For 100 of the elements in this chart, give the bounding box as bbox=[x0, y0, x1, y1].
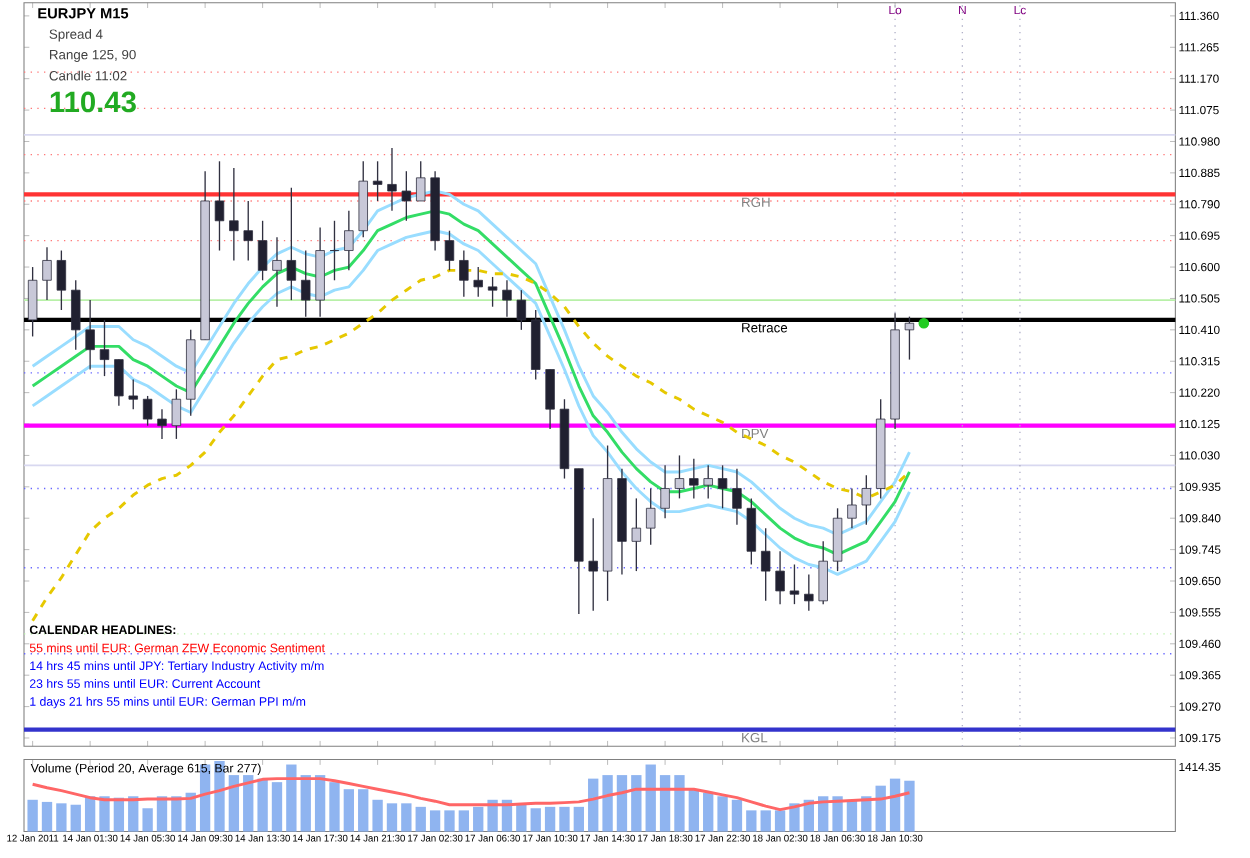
candlestick bbox=[818, 540, 828, 605]
candlestick bbox=[746, 497, 757, 566]
candlestick bbox=[473, 266, 483, 298]
bar bbox=[329, 782, 340, 832]
bar bbox=[56, 803, 67, 832]
bar bbox=[487, 799, 498, 832]
candlestick bbox=[502, 279, 512, 318]
bar bbox=[674, 775, 685, 832]
bar bbox=[70, 804, 81, 832]
bar bbox=[889, 778, 901, 832]
candlestick bbox=[257, 220, 268, 281]
candlestick bbox=[904, 315, 915, 361]
bar bbox=[300, 775, 311, 832]
bar bbox=[401, 803, 412, 832]
candlestick bbox=[214, 160, 225, 252]
bar bbox=[846, 799, 858, 832]
candlestick bbox=[717, 464, 728, 509]
bar bbox=[904, 780, 915, 832]
candlestick bbox=[760, 527, 771, 602]
bar bbox=[458, 810, 470, 832]
bar bbox=[731, 799, 743, 832]
bar bbox=[616, 775, 628, 832]
bar bbox=[286, 764, 297, 832]
candlestick bbox=[487, 276, 498, 308]
candlestick bbox=[243, 200, 253, 262]
bar bbox=[386, 803, 398, 832]
annotation: 110.43 bbox=[50, 91, 136, 113]
bar bbox=[84, 796, 96, 832]
bar bbox=[573, 806, 585, 832]
candlestick bbox=[775, 550, 785, 605]
candlestick bbox=[847, 487, 857, 529]
candlestick bbox=[387, 147, 397, 212]
candlestick bbox=[71, 279, 81, 351]
bar bbox=[99, 796, 110, 832]
candlestick bbox=[674, 454, 685, 499]
bar bbox=[343, 789, 355, 832]
bar bbox=[544, 806, 556, 832]
candlestick bbox=[272, 236, 282, 308]
candlestick bbox=[401, 170, 412, 222]
bar bbox=[631, 775, 642, 832]
bar bbox=[185, 792, 196, 832]
bar bbox=[659, 775, 671, 832]
candlestick bbox=[85, 299, 95, 371]
candlestick bbox=[703, 464, 713, 499]
bar bbox=[832, 796, 843, 832]
bar bbox=[588, 778, 599, 832]
candlestick bbox=[128, 378, 138, 410]
bar bbox=[602, 775, 613, 832]
candlestick bbox=[861, 474, 872, 526]
bar bbox=[688, 789, 700, 832]
bar bbox=[429, 810, 441, 832]
bar bbox=[703, 792, 714, 832]
candlestick bbox=[516, 289, 527, 331]
bar bbox=[559, 806, 570, 832]
bar bbox=[171, 796, 182, 832]
bar bbox=[760, 810, 771, 832]
candlestick bbox=[99, 319, 110, 377]
bar bbox=[818, 796, 829, 832]
candlestick bbox=[114, 358, 124, 407]
candlestick bbox=[832, 507, 843, 572]
bar bbox=[746, 810, 757, 832]
candlestick bbox=[444, 229, 455, 271]
bar bbox=[257, 778, 268, 832]
bar bbox=[27, 799, 38, 832]
bar bbox=[774, 810, 786, 832]
candlestick bbox=[229, 167, 239, 262]
candlestick bbox=[416, 160, 426, 202]
bar bbox=[41, 801, 53, 832]
candlestick bbox=[344, 210, 354, 271]
candlestick bbox=[660, 464, 670, 519]
bar bbox=[875, 785, 886, 832]
bar bbox=[717, 796, 728, 832]
candlestick bbox=[142, 395, 153, 427]
candlestick bbox=[689, 457, 699, 499]
candlestick bbox=[732, 467, 742, 526]
bar bbox=[358, 789, 369, 832]
candlestick bbox=[789, 563, 800, 605]
candlestick bbox=[588, 517, 598, 612]
bar bbox=[243, 775, 254, 832]
bar bbox=[516, 803, 527, 832]
candlestick bbox=[459, 249, 469, 298]
candlestick bbox=[631, 497, 642, 572]
bar bbox=[228, 775, 240, 832]
bar bbox=[645, 764, 656, 832]
bar bbox=[415, 806, 426, 832]
bar bbox=[128, 796, 139, 832]
bar bbox=[530, 808, 541, 832]
candlestick bbox=[56, 249, 67, 311]
candlestick bbox=[171, 388, 182, 440]
candlestick bbox=[372, 160, 383, 202]
candlestick bbox=[804, 573, 814, 612]
candlestick bbox=[27, 266, 38, 338]
bar bbox=[473, 806, 484, 832]
candlestick bbox=[42, 246, 52, 301]
candlestick bbox=[545, 368, 555, 430]
bar bbox=[444, 810, 455, 832]
candlestick bbox=[645, 487, 656, 546]
bar bbox=[372, 799, 383, 832]
candlestick bbox=[301, 249, 311, 318]
candlestick bbox=[286, 186, 297, 301]
